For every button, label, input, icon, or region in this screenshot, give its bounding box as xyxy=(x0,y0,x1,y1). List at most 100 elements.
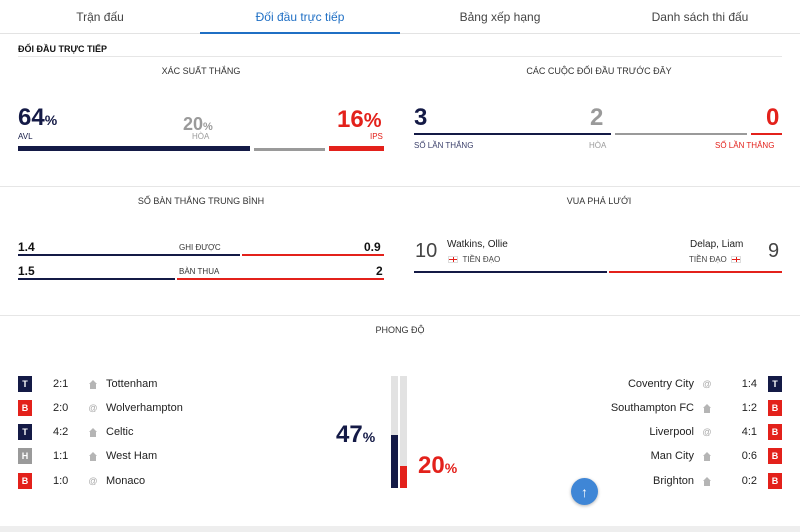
match-score: 2:1 xyxy=(53,378,69,390)
draws-count: 2 xyxy=(590,104,604,131)
divider xyxy=(0,186,800,187)
divider xyxy=(18,56,782,57)
away-conceded-bar xyxy=(177,278,384,280)
draws-line xyxy=(615,133,747,135)
home-scorer-name[interactable]: Watkins, Ollie xyxy=(447,239,508,250)
away-wins-count: 0 xyxy=(766,104,780,131)
home-icon xyxy=(702,451,712,461)
away-avg-scored: 0.9 xyxy=(364,240,381,254)
home-form-pct: 47% xyxy=(336,421,376,448)
opponent-name: West Ham xyxy=(106,450,158,462)
result-badge: T xyxy=(18,376,32,392)
away-icon: @ xyxy=(88,403,98,413)
draw-label: HÒA xyxy=(192,132,210,141)
home-scorer-position: TIỀN ĐẠO xyxy=(448,255,500,264)
form-title: PHONG ĐỘ xyxy=(375,325,425,335)
home-scorer-goals: 10 xyxy=(415,240,438,262)
away-scorer-bar xyxy=(609,271,782,273)
opponent-name: Southampton FC xyxy=(610,402,694,414)
away-scorer-name[interactable]: Delap, Liam xyxy=(690,239,744,250)
scroll-top-button[interactable]: ↑ xyxy=(571,478,598,505)
draws-label: HÒA xyxy=(589,141,607,150)
home-wins-line xyxy=(414,133,611,135)
home-conceded-bar xyxy=(18,278,175,280)
tab-standings[interactable]: Bảng xếp hạng xyxy=(459,10,541,24)
away-form-row[interactable]: Southampton FC 1:2 B xyxy=(611,400,782,416)
away-prob-bar xyxy=(329,146,384,151)
match-score: 1:4 xyxy=(741,378,757,390)
bottom-scrollbar xyxy=(0,526,800,532)
opponent-name: Man City xyxy=(650,450,694,462)
opponent-name: Brighton xyxy=(653,475,694,487)
match-score: 1:2 xyxy=(741,402,757,414)
away-scorer-goals: 9 xyxy=(768,240,780,262)
away-form-fill xyxy=(400,465,407,488)
away-wins-line xyxy=(751,133,782,135)
away-form-bar xyxy=(400,376,407,488)
home-icon xyxy=(88,379,98,389)
away-icon: @ xyxy=(88,476,98,486)
result-badge: B xyxy=(768,400,782,416)
home-prob-bar xyxy=(18,146,250,151)
opponent-name: Liverpool xyxy=(649,426,694,438)
match-score: 0:6 xyxy=(741,450,757,462)
home-team-label: AVL xyxy=(18,132,33,141)
top-scorer-title: VUA PHÁ LƯỚI xyxy=(566,196,632,206)
england-flag-icon xyxy=(731,256,742,264)
match-score: 1:0 xyxy=(53,475,69,487)
away-form-row[interactable]: Coventry City @1:4 T xyxy=(628,376,782,392)
home-form-row[interactable]: T 4:2 Celtic xyxy=(18,424,134,440)
away-avg-conceded: 2 xyxy=(376,264,383,278)
home-icon xyxy=(88,427,98,437)
away-icon: @ xyxy=(702,427,712,437)
opponent-name: Tottenham xyxy=(106,378,158,390)
avg-goals-title: SỐ BÀN THẮNG TRUNG BÌNH xyxy=(137,196,265,206)
home-icon xyxy=(702,403,712,413)
previous-title: CÁC CUỘC ĐỐI ĐẦU TRƯỚC ĐÂY xyxy=(526,66,672,76)
arrow-up-icon: ↑ xyxy=(581,483,588,500)
tab-head-to-head[interactable]: Đối đầu trực tiếp xyxy=(200,0,400,34)
match-score: 1:1 xyxy=(53,450,69,462)
away-scorer-position: TIỀN ĐẠO xyxy=(689,255,742,264)
win-prob-title: XÁC SUẤT THẮNG xyxy=(161,66,241,76)
away-icon: @ xyxy=(702,379,712,389)
result-badge: B xyxy=(768,448,782,464)
result-badge: T xyxy=(768,376,782,392)
tab-fixtures[interactable]: Danh sách thi đấu xyxy=(651,10,749,24)
away-form-pct: 20% xyxy=(418,452,458,479)
tab-matches[interactable]: Trận đấu xyxy=(76,10,124,24)
section-title: ĐỐI ĐẦU TRỰC TIẾP xyxy=(18,44,107,54)
home-win-prob: 64% xyxy=(18,104,58,131)
opponent-name: Celtic xyxy=(106,426,134,438)
result-badge: B xyxy=(768,424,782,440)
home-form-row[interactable]: B 2:0 @ Wolverhampton xyxy=(18,400,183,416)
away-form-row[interactable]: Man City 0:6 B xyxy=(651,448,782,464)
match-score: 2:0 xyxy=(53,402,69,414)
match-score: 0:2 xyxy=(741,475,757,487)
home-form-row[interactable]: H 1:1 West Ham xyxy=(18,448,157,464)
away-scored-bar xyxy=(242,254,384,256)
result-badge: B xyxy=(18,473,32,489)
home-form-bar xyxy=(391,376,398,488)
away-win-prob: 16% xyxy=(337,106,382,133)
home-wins-count: 3 xyxy=(414,104,428,131)
conceded-label: BÀN THUA xyxy=(179,267,220,276)
home-form-row[interactable]: B 1:0 @ Monaco xyxy=(18,473,145,489)
home-icon xyxy=(702,476,712,486)
home-icon xyxy=(88,451,98,461)
draw-prob: 20% xyxy=(183,114,213,134)
match-score: 4:2 xyxy=(53,426,69,438)
home-scorer-bar xyxy=(414,271,607,273)
home-form-row[interactable]: T 2:1 Tottenham xyxy=(18,376,157,392)
home-avg-scored: 1.4 xyxy=(18,240,35,254)
home-scored-bar xyxy=(18,254,240,256)
divider xyxy=(0,315,800,316)
tab-bar: Trận đấu Đối đầu trực tiếp Bảng xếp hạng… xyxy=(0,0,800,34)
home-form-fill xyxy=(391,435,398,488)
home-wins-label: SỐ LẦN THẮNG xyxy=(414,141,474,150)
away-wins-label: SỐ LẦN THẮNG xyxy=(715,141,775,150)
away-form-row[interactable]: Liverpool @4:1 B xyxy=(649,424,782,440)
away-form-row[interactable]: Brighton 0:2 B xyxy=(653,473,782,489)
match-score: 4:1 xyxy=(741,426,757,438)
opponent-name: Monaco xyxy=(106,475,146,487)
